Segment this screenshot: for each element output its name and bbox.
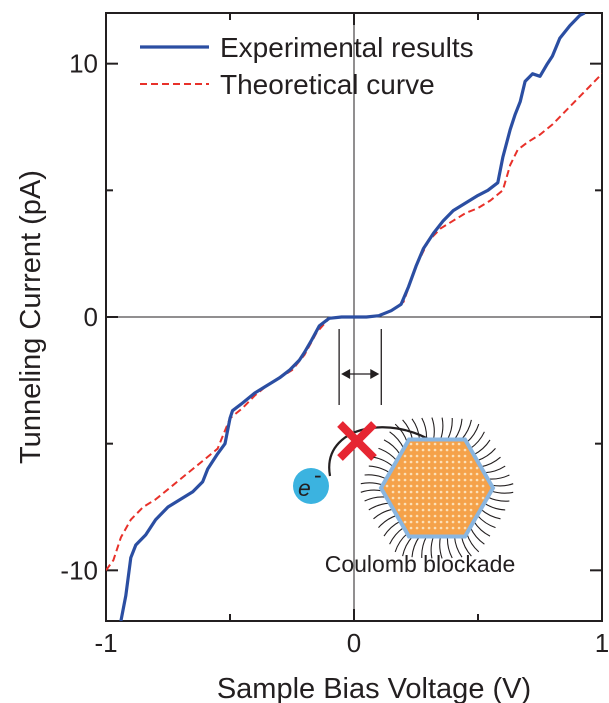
nanoparticle-ligands: [360, 417, 514, 559]
y-tick-label: 0: [84, 302, 98, 332]
x-tick-label: -1: [94, 628, 117, 658]
gap-arrow-head-left: [341, 369, 351, 379]
series-layer: [106, 13, 602, 621]
gap-arrow-head-right: [370, 369, 380, 379]
coulomb-blockade-inset: e - Coulomb blockade: [293, 329, 515, 577]
nanoparticle-core: [378, 437, 496, 539]
nanoparticle-atoms: [385, 442, 485, 530]
series-line-experimental: [119, 13, 586, 621]
y-tick-label: -10: [60, 555, 98, 585]
coulomb-blockade-label: Coulomb blockade: [325, 551, 516, 577]
x-tick-label: 0: [347, 628, 361, 658]
blocked-cross-b: [337, 421, 377, 461]
y-tick-label: 10: [69, 49, 98, 79]
electron-label: e: [298, 475, 311, 501]
x-axis-title: Sample Bias Voltage (V): [217, 673, 531, 703]
electron-charge: -: [314, 462, 322, 488]
legend-label: Theoretical curve: [220, 69, 435, 100]
legend-label: Experimental results: [220, 32, 474, 63]
x-tick-label: 1: [595, 628, 609, 658]
y-axis-title: Tunneling Current (pA): [15, 170, 47, 464]
electron-icon: [293, 468, 329, 504]
legend: Experimental results Theoretical curve: [140, 32, 474, 100]
